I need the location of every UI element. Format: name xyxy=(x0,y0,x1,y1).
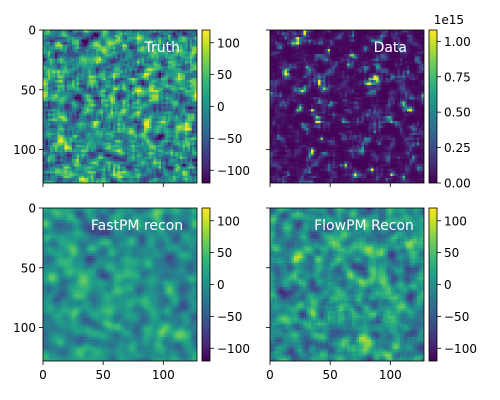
colorbar-tick-label: 0 xyxy=(217,278,225,292)
axes-frame xyxy=(269,207,425,362)
x-tick-label: 0 xyxy=(39,368,47,382)
y-tick-label: 50 xyxy=(21,83,36,97)
colorbar-offset-text: 1e15 xyxy=(434,13,464,27)
panel-title: FastPM recon xyxy=(91,218,183,234)
panel-title: FlowPM Recon xyxy=(314,218,414,234)
colorbar-tick-label: 50 xyxy=(217,68,232,82)
heatmap-panel: Data 0.00 0.25 0.50 0.75 1.00 1e15 xyxy=(266,13,471,191)
colorbar-frame xyxy=(428,29,438,184)
heatmap-image xyxy=(43,208,197,361)
x-tick-label: 0 xyxy=(266,368,274,382)
colorbar-tick-label: 0.50 xyxy=(444,106,471,120)
colorbar-tick-label: 50 xyxy=(444,246,459,260)
y-tick-label: 0 xyxy=(28,202,36,216)
colorbar-tick-label: 1.00 xyxy=(444,35,471,49)
axes-frame xyxy=(269,29,425,184)
colorbar-tick-label: −100 xyxy=(217,342,250,356)
colorbar-tick-label: 50 xyxy=(217,246,232,260)
heatmap-panel: FlowPM Recon 0 50 100 −100 −50 0 50 100 xyxy=(266,207,477,382)
colorbar-tick-label: −50 xyxy=(217,132,242,146)
x-tick-label: 100 xyxy=(379,368,402,382)
colorbar-tick-label: 0 xyxy=(217,100,225,114)
heatmap-image xyxy=(270,208,424,361)
axes-frame xyxy=(42,29,198,184)
panel-title: Truth xyxy=(144,40,181,56)
colorbar-tick-label: 0 xyxy=(444,278,452,292)
colorbar-tick-label: 0.25 xyxy=(444,141,471,155)
colorbar-tick-label: 100 xyxy=(217,36,240,50)
x-tick-label: 50 xyxy=(96,368,111,382)
heatmap-image xyxy=(270,30,424,183)
colorbar-gradient xyxy=(429,30,437,183)
colorbar-tick-label: 100 xyxy=(444,214,467,228)
colorbar-tick-label: −50 xyxy=(217,310,242,324)
colorbar-tick-label: 0.00 xyxy=(444,177,471,191)
panel-title: Data xyxy=(374,40,407,56)
colorbar-tick-label: −50 xyxy=(444,310,469,324)
y-tick-label: 100 xyxy=(13,321,36,335)
colorbar-tick-label: −100 xyxy=(444,342,477,356)
colorbar-tick-label: 100 xyxy=(217,214,240,228)
colorbar-gradient xyxy=(202,30,210,183)
y-tick-label: 0 xyxy=(28,24,36,38)
colorbar-tick-label: 0.75 xyxy=(444,70,471,84)
heatmap-panel: FastPM recon 0 50 100 0 50 100 −100 −50 0 50 100 xyxy=(13,202,250,383)
heatmap-panel: Truth 0 50 100 −100 −50 0 50 100 xyxy=(13,24,250,187)
colorbar-gradient xyxy=(429,208,437,361)
x-tick-label: 50 xyxy=(323,368,338,382)
x-tick-label: 100 xyxy=(152,368,175,382)
colorbar-gradient xyxy=(202,208,210,361)
y-tick-label: 100 xyxy=(13,143,36,157)
y-tick-label: 50 xyxy=(21,261,36,275)
axes-frame xyxy=(42,207,198,362)
heatmap-image xyxy=(43,30,197,183)
colorbar-tick-label: −100 xyxy=(217,164,250,178)
